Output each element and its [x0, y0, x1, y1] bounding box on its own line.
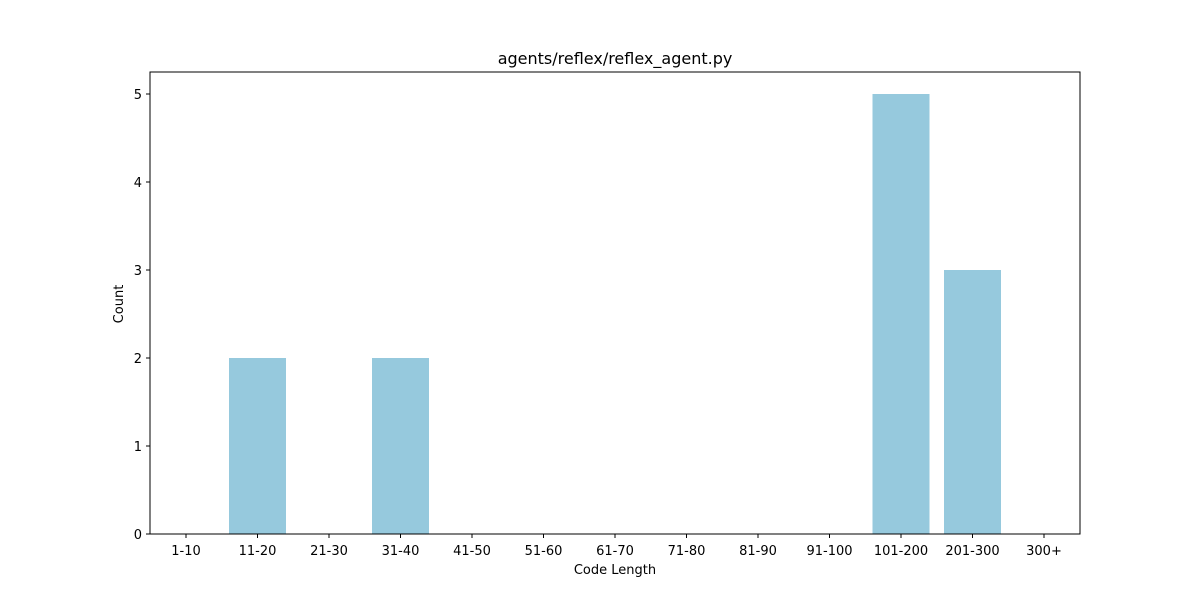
bar-101-200: [872, 94, 930, 534]
x-tick-label: 201-300: [945, 544, 999, 559]
x-tick-label: 21-30: [310, 544, 348, 559]
x-tick-label: 61-70: [596, 544, 634, 559]
y-axis: 0 1 2 3 4 5: [134, 88, 150, 543]
bar-31-40: [372, 358, 429, 534]
x-tick-label: 300+: [1026, 544, 1062, 559]
x-tick-label: 101-200: [874, 544, 928, 559]
x-axis: 1-10 11-20 21-30 31-40 41-50 51-60 61-70 71-80 8…: [171, 534, 1062, 559]
x-tick-label: 81-90: [739, 544, 777, 559]
bars-group: [229, 94, 1001, 534]
x-tick-label: 1-10: [171, 544, 201, 559]
y-tick-label: 1: [134, 440, 142, 455]
y-tick-label: 2: [134, 352, 142, 367]
x-tick-label: 31-40: [382, 544, 420, 559]
x-tick-label: 41-50: [453, 544, 491, 559]
y-tick-label: 5: [134, 88, 142, 103]
x-axis-label: Code Length: [574, 563, 656, 578]
y-tick-label: 0: [134, 528, 142, 543]
chart-title: agents/reflex/reflex_agent.py: [498, 49, 733, 69]
bar-11-20: [229, 358, 286, 534]
x-tick-label: 51-60: [525, 544, 563, 559]
y-tick-label: 3: [134, 264, 142, 279]
x-tick-label: 91-100: [806, 544, 852, 559]
y-axis-label: Count: [112, 285, 127, 324]
y-tick-label: 4: [134, 176, 142, 191]
x-tick-label: 71-80: [668, 544, 706, 559]
x-tick-label: 11-20: [239, 544, 277, 559]
bar-201-300: [944, 270, 1001, 534]
